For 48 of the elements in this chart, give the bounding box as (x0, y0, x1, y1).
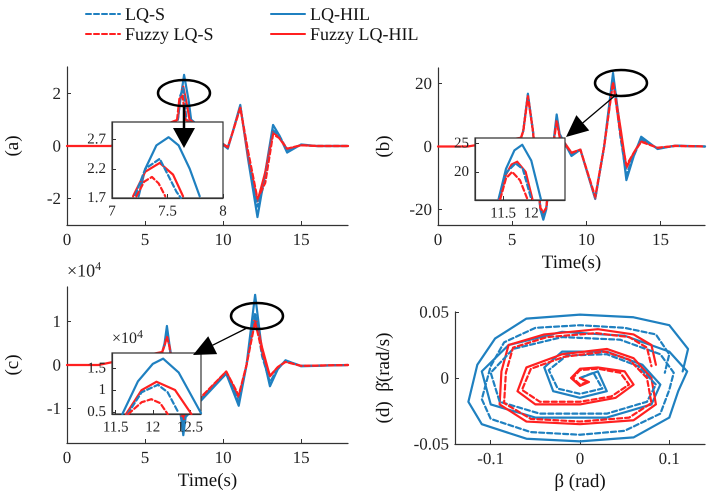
x-tick-label: 11.5 (490, 206, 516, 222)
legend-label: Fuzzy LQ-HIL (310, 24, 418, 44)
x-tick-label: 10 (578, 230, 595, 249)
legend-label: LQ-HIL (310, 4, 370, 24)
x-tick-label: 7.5 (158, 204, 177, 220)
y-tick-label: 1 (52, 312, 61, 332)
y-tick-label: 0.5 (87, 404, 106, 420)
x-axis-title: Time(s) (178, 470, 238, 491)
y-tick-label: 0 (424, 137, 432, 156)
x-axis-title: β (rad) (554, 470, 606, 492)
x-tick-label: 5 (140, 448, 150, 467)
x-tick-label: -0.1 (477, 449, 504, 468)
x-tick-label: 15 (292, 230, 310, 249)
x-tick-label: 15 (652, 230, 669, 249)
y-axis-title: (c) (2, 354, 23, 376)
x-tick-label: 5 (508, 230, 516, 249)
x-tick-label: 8 (219, 204, 227, 220)
y-axis-title: (a) (2, 135, 23, 157)
y-tick-label: -20 (409, 200, 432, 219)
x-tick-label: 12 (145, 420, 160, 436)
y-tick-label: 0 (52, 136, 61, 156)
x-tick-label: 7 (108, 204, 116, 220)
y-tick-label: -2 (46, 189, 61, 208)
y-tick-label: 1.7 (87, 190, 106, 206)
legend-label: Fuzzy LQ-S (125, 24, 214, 44)
y-tick-label: 20 (415, 74, 432, 94)
y-tick-label: -0.05 (414, 434, 449, 454)
x-tick-label: 12 (524, 206, 539, 222)
x-tick-label: 0.1 (658, 449, 680, 468)
y-tick-label: 20 (454, 164, 469, 180)
y-axis-title: (b) (373, 135, 394, 158)
x-axis-title: Time(s) (542, 252, 602, 273)
y-tick-label: 2 (52, 84, 61, 103)
y-tick-label: 2.7 (87, 132, 106, 148)
x-tick-label: 11.5 (102, 420, 129, 436)
y-tick-label: 0 (440, 368, 449, 388)
x-tick-label: 10 (214, 230, 232, 249)
y-tick-label: 1 (98, 382, 106, 398)
x-tick-label: 15 (292, 448, 310, 467)
y-tick-label: 2.2 (87, 160, 106, 177)
x-tick-label: 5 (140, 230, 150, 249)
legend-label: LQ-S (125, 4, 165, 24)
y-axis-title: (d) β̇(rad/s) (373, 332, 394, 424)
y-tick-label: -1 (46, 398, 61, 418)
y-tick-label: 0.05 (419, 302, 449, 322)
x-tick-label: 0 (576, 449, 584, 468)
y-tick-label: 0 (52, 356, 61, 374)
x-tick-label: 10 (214, 448, 232, 467)
